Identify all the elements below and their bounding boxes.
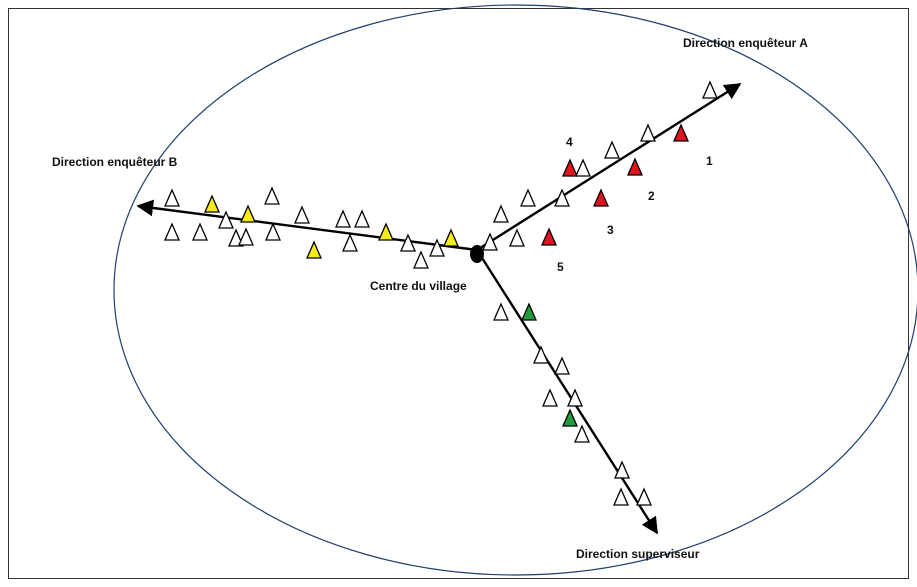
arrow-direction-a	[476, 82, 742, 252]
house-triangle	[604, 140, 620, 159]
house-triangle	[613, 487, 629, 506]
house-number-2: 2	[648, 189, 655, 203]
house-triangle-yellow	[378, 222, 394, 241]
house-triangle	[554, 356, 570, 375]
house-triangle-green	[521, 302, 537, 321]
house-triangle	[493, 204, 509, 223]
house-triangle	[164, 222, 180, 241]
house-triangle-yellow	[240, 204, 256, 223]
house-triangle	[294, 205, 310, 224]
house-triangle	[636, 487, 652, 506]
house-triangle	[482, 232, 498, 251]
house-triangle	[574, 424, 590, 443]
house-triangle	[164, 188, 180, 207]
house-triangle	[533, 345, 549, 364]
house-triangle	[554, 188, 570, 207]
house-triangle-red	[593, 188, 609, 207]
house-triangle	[509, 228, 525, 247]
house-triangle	[542, 388, 558, 407]
house-triangle-yellow	[306, 240, 322, 259]
house-triangle	[614, 460, 630, 479]
house-number-4: 4	[566, 135, 573, 149]
house-triangle	[228, 228, 244, 247]
village-boundary-ellipse	[113, 4, 917, 576]
house-triangle	[429, 238, 445, 257]
house-triangle	[265, 222, 281, 241]
arrow-direction-b	[136, 199, 478, 252]
house-triangle-red	[562, 158, 578, 177]
house-triangle-red	[673, 123, 689, 142]
house-triangle	[413, 250, 429, 269]
house-triangle	[567, 388, 583, 407]
label-centre-village: Centre du village	[370, 279, 467, 293]
house-triangle	[493, 302, 509, 321]
label-direction-a: Direction enquêteur A	[683, 36, 808, 50]
house-triangle	[192, 222, 208, 241]
house-number-1: 1	[706, 154, 713, 168]
arrow-direction-superviseur	[475, 249, 659, 535]
house-number-3: 3	[607, 223, 614, 237]
house-triangle-red	[627, 157, 643, 176]
houses-group	[164, 80, 718, 506]
house-triangle-red	[541, 227, 557, 246]
house-triangle	[264, 186, 280, 205]
house-triangle	[400, 233, 416, 252]
house-triangle-yellow	[443, 228, 459, 247]
house-triangle	[575, 158, 591, 177]
house-triangle	[342, 233, 358, 252]
house-triangle-yellow	[204, 194, 220, 213]
label-direction-b: Direction enquêteur B	[52, 155, 178, 169]
house-triangle	[640, 123, 656, 142]
house-number-5: 5	[557, 260, 564, 274]
house-triangle	[354, 209, 370, 228]
diagram-frame	[8, 8, 909, 579]
house-triangle	[218, 210, 234, 229]
label-direction-superviseur: Direction superviseur	[576, 547, 700, 561]
house-triangle	[335, 209, 351, 228]
house-triangle-green	[562, 408, 578, 427]
village-centre-dot	[470, 245, 484, 263]
house-triangle	[238, 227, 254, 246]
house-triangle	[702, 80, 718, 99]
house-triangle	[520, 188, 536, 207]
